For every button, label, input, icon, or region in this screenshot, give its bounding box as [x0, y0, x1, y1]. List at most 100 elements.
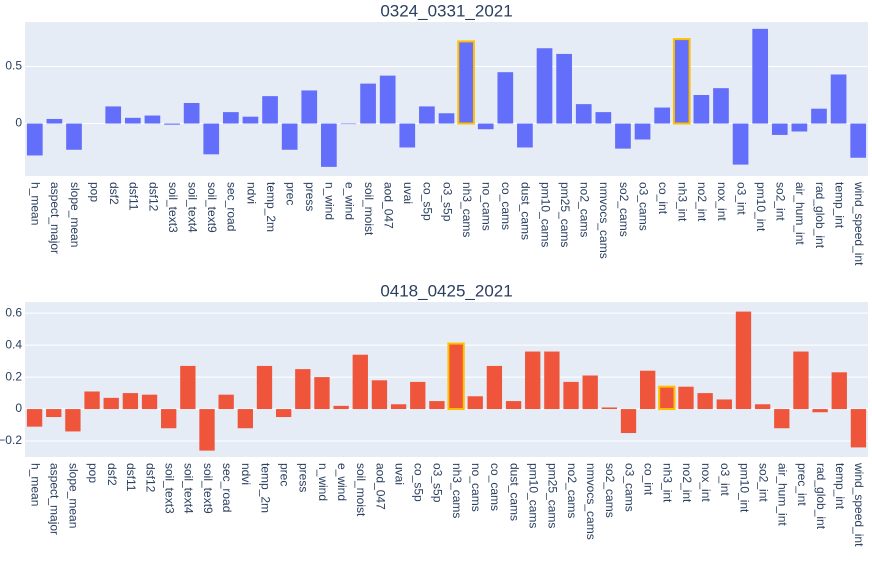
- bar: [46, 118, 63, 124]
- bar: [811, 108, 827, 124]
- bar: [352, 354, 368, 410]
- x-tick-label: pm10_cams: [527, 463, 541, 528]
- x-tick-label: wind_speed_int: [852, 181, 866, 266]
- x-tick-label: rad_glob_int: [813, 182, 827, 249]
- x-tick-label: slope_mean: [68, 182, 82, 247]
- bar: [525, 351, 541, 410]
- x-tick-label: temp_int: [833, 463, 847, 510]
- bar: [544, 351, 560, 410]
- x-tick-label: nh3_cams: [460, 182, 474, 237]
- bar: [262, 96, 278, 124]
- x-tick-label: nox_int: [699, 463, 713, 502]
- bar: [218, 394, 234, 410]
- x-tick-label: prec: [283, 182, 297, 205]
- x-tick-label: aspect_major: [48, 463, 62, 535]
- bar: [429, 401, 445, 410]
- bar: [371, 380, 388, 410]
- bar: [161, 409, 177, 429]
- bar: [399, 123, 416, 148]
- x-tick-label: so2_int: [756, 463, 770, 502]
- bar: [203, 123, 220, 155]
- x-tick-label: press: [303, 182, 317, 211]
- bar: [141, 394, 158, 410]
- x-tick-label: h_mean: [29, 182, 43, 225]
- bar: [640, 370, 656, 410]
- bar: [46, 409, 62, 418]
- x-tick-label: e_wind: [335, 463, 349, 501]
- bar: [410, 381, 426, 410]
- x-tick-label: aod_047: [373, 463, 387, 510]
- x-tick-label: nmvocs_cams: [597, 182, 611, 259]
- x-tick-label: slope_mean: [67, 463, 81, 528]
- x-tick-label: dsf2: [107, 182, 121, 205]
- bar: [105, 106, 122, 124]
- x-tick-label: no2_cams: [565, 463, 579, 518]
- y-tick-label: −0.2: [0, 433, 22, 447]
- x-tick-label: temp_2m: [264, 182, 278, 232]
- bar: [340, 123, 357, 125]
- x-tick-label: e_wind: [342, 182, 356, 220]
- x-tick-label: uvai: [401, 182, 415, 204]
- x-tick-label: so2_cams: [617, 182, 631, 237]
- bar: [122, 393, 139, 410]
- x-tick-label: soil_text4: [182, 463, 196, 514]
- x-tick-label: nh3_int: [661, 463, 675, 503]
- chart-title: 0324_0331_2021: [380, 1, 512, 20]
- x-tick-label: dsf12: [143, 463, 157, 493]
- x-tick-label: co_s5p: [421, 182, 435, 221]
- x-tick-label: pop: [86, 463, 100, 483]
- x-tick-label: soil_text3: [163, 463, 177, 514]
- plot-background: [25, 302, 868, 457]
- bar: [735, 311, 752, 410]
- x-tick-label: so2_int: [774, 182, 788, 221]
- bar: [620, 409, 637, 434]
- bar: [314, 377, 330, 410]
- bar: [180, 365, 196, 410]
- x-tick-label: dust_cams: [519, 182, 533, 240]
- x-tick-label: o3_cams: [622, 463, 636, 512]
- y-tick-label: 0: [15, 116, 22, 130]
- bar: [536, 48, 553, 124]
- bar: [595, 112, 612, 124]
- bar: [183, 102, 200, 124]
- x-tick-label: prec_int: [795, 463, 809, 506]
- x-tick-label: nh3_int: [676, 182, 690, 222]
- subplot: 0418_0425_2021 −0.2 0 0.2 0.4 0.6 h_mean aspect…: [0, 281, 868, 547]
- bar: [716, 399, 732, 410]
- x-tick-label: nox_int: [715, 182, 729, 221]
- x-tick-label: temp_int: [832, 182, 846, 229]
- x-tick-label: aod_047: [382, 182, 396, 229]
- bar: [678, 386, 694, 410]
- x-tick-label: no2_int: [680, 463, 694, 503]
- x-tick-label: nh3_cams: [450, 463, 464, 518]
- x-tick-label: soil_text4: [185, 182, 199, 233]
- x-tick-label: pm10_int: [754, 182, 768, 232]
- bar: [486, 365, 503, 410]
- bar: [556, 53, 572, 124]
- bar: [693, 95, 710, 124]
- x-tick-label: nmvocs_cams: [584, 463, 598, 540]
- x-tick-label: o3_int: [734, 182, 748, 215]
- bar: [582, 375, 598, 410]
- bar: [242, 116, 259, 124]
- bar: [672, 38, 691, 125]
- x-tick-label: aspect_major: [48, 182, 62, 254]
- bar: [467, 396, 483, 410]
- x-tick-label: co_int: [656, 182, 670, 215]
- y-tick-label: 0.2: [5, 369, 22, 383]
- x-tick-label: temp_2m: [258, 463, 272, 513]
- x-tick-label: pop: [87, 182, 101, 202]
- x-tick-label: co_s5p: [412, 463, 426, 502]
- bar: [634, 123, 651, 140]
- bar: [144, 115, 161, 124]
- bar: [658, 385, 676, 411]
- bar: [563, 381, 579, 410]
- bar: [275, 409, 292, 418]
- x-tick-label: soil_moist: [362, 182, 376, 236]
- bar: [301, 90, 318, 124]
- bar: [601, 407, 618, 410]
- x-tick-label: rad_glob_int: [814, 463, 828, 530]
- bar: [697, 393, 713, 410]
- x-tick-label: no_cams: [469, 463, 483, 512]
- x-tick-label: so2_cams: [603, 463, 617, 518]
